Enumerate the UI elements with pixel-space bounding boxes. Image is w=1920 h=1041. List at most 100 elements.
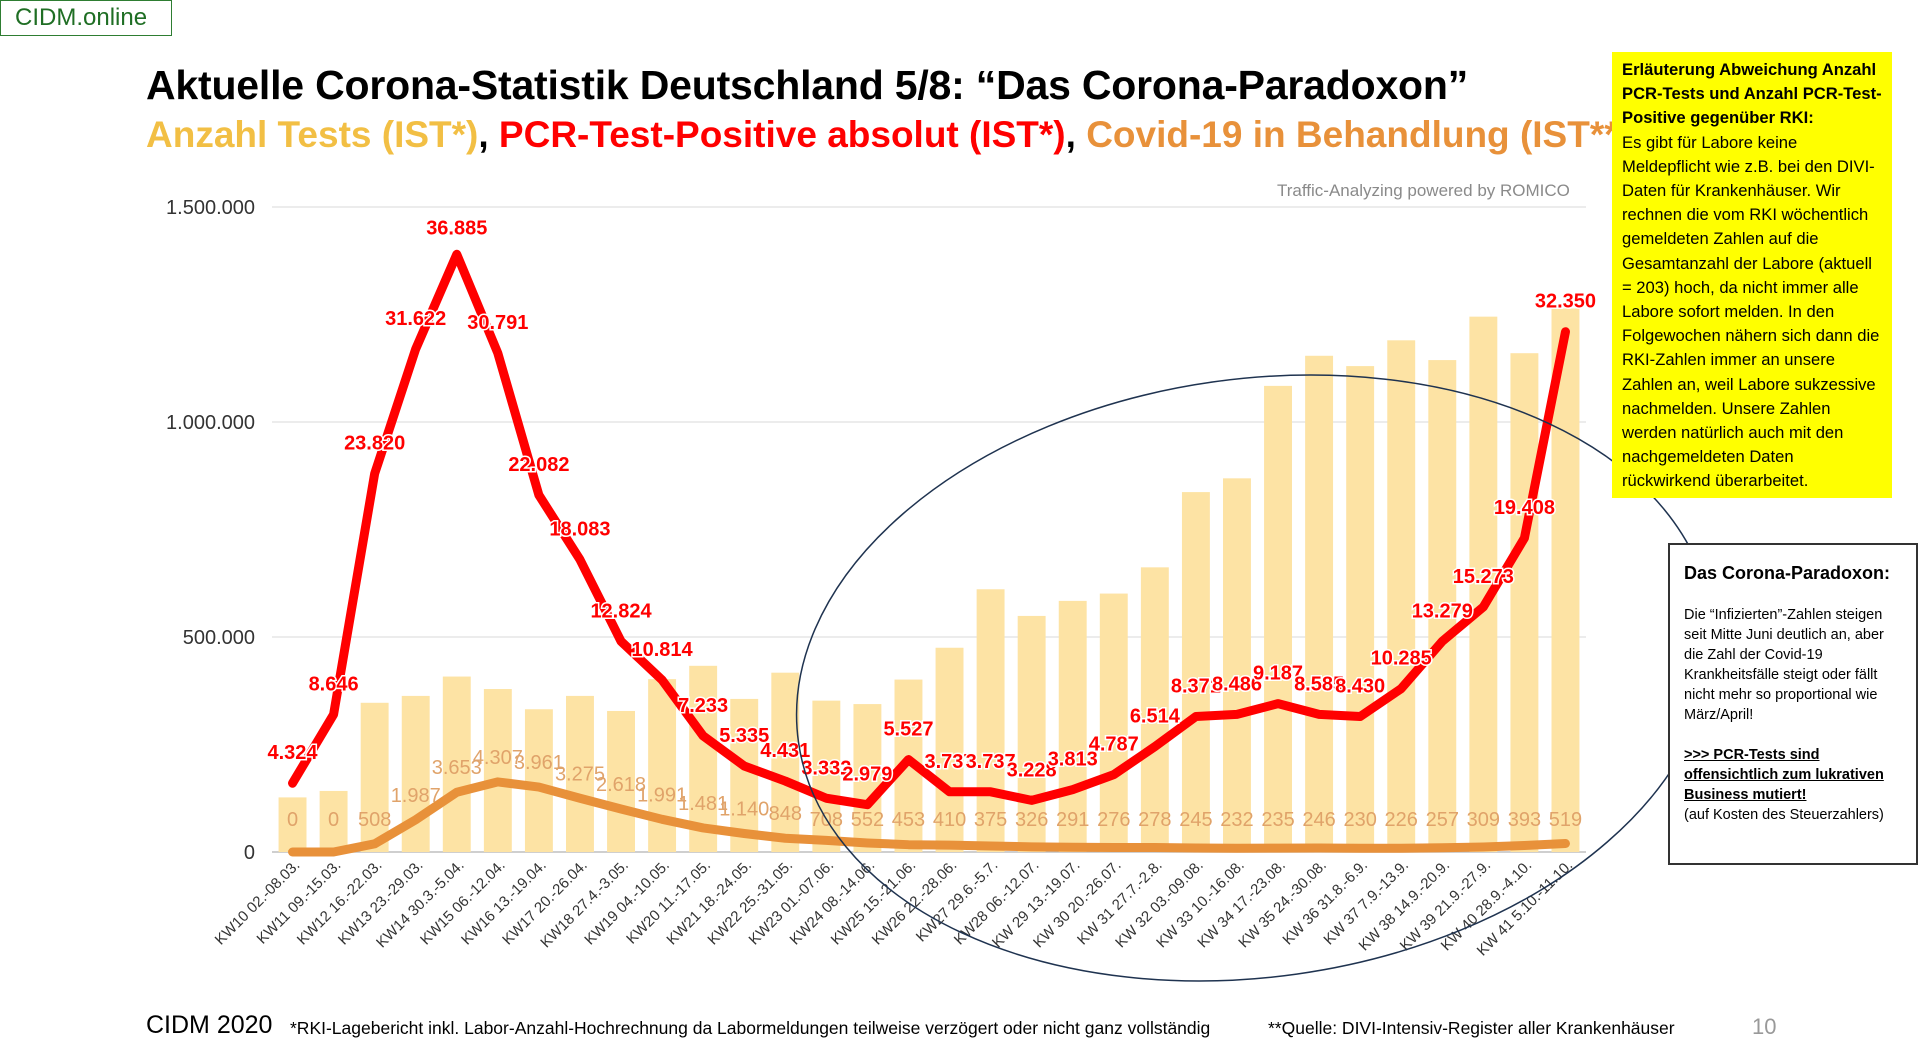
bar-tests	[607, 710, 635, 852]
data-label-positives: 8.430	[1335, 676, 1385, 698]
data-label-positives: 3.737	[925, 751, 975, 773]
data-label-positives: 3.737	[966, 751, 1016, 773]
bar-tests	[1510, 353, 1539, 852]
data-label-treatment: 246	[1302, 809, 1335, 831]
bar-tests	[1387, 340, 1416, 852]
data-label-positives: 5.527	[883, 719, 933, 741]
paradox-body: Die “Infizierten”-Zahlen steigen seit Mi…	[1684, 607, 1884, 723]
data-label-positives: 8.486	[1212, 673, 1262, 695]
data-label-positives: 3.228	[1007, 759, 1057, 781]
data-label-treatment: 3.961	[514, 752, 564, 774]
bar-tests	[1140, 567, 1169, 852]
subtitle-separator: ,	[1065, 114, 1087, 155]
page-title: Aktuelle Corona-Statistik Deutschland 5/…	[146, 62, 1469, 108]
bar-tests	[1058, 600, 1087, 852]
data-label-treatment: 3.653	[432, 757, 482, 779]
footer-copyright: CIDM 2020	[146, 1011, 273, 1039]
data-label-positives: 23.820	[344, 433, 405, 455]
subtitle-positives: PCR-Test-Positive absolut (IST*)	[498, 114, 1066, 155]
footer-note-rki: *RKI-Lagebericht inkl. Labor-Anzahl-Hoch…	[290, 1018, 1211, 1038]
data-label-treatment: 1.481	[678, 793, 728, 815]
bar-tests	[935, 647, 964, 852]
bar-tests	[648, 679, 677, 852]
data-label-treatment: 326	[1015, 809, 1048, 831]
data-label-treatment: 0	[287, 809, 298, 831]
bar-tests	[1017, 615, 1046, 852]
data-label-treatment: 453	[892, 809, 925, 831]
data-label-positives: 4.324	[268, 742, 319, 764]
bar-tests	[524, 709, 553, 852]
data-label-treatment: 848	[769, 803, 802, 825]
data-label-treatment: 410	[933, 809, 966, 831]
bar-tests	[319, 790, 348, 852]
data-label-treatment: 375	[974, 809, 1007, 831]
data-label-positives: 8.585	[1294, 673, 1344, 695]
data-label-positives: 9.187	[1253, 663, 1303, 685]
paradox-box: Das Corona-Paradoxon: Die “Infizierten”-…	[1668, 543, 1918, 865]
line-treatment	[288, 777, 1570, 857]
y-tick-label: 0	[244, 842, 255, 864]
data-label-positives: 3.813	[1048, 749, 1098, 771]
explanation-heading: Erläuterung Abweichung Anzahl PCR-Tests …	[1622, 60, 1882, 128]
data-label-treatment: 235	[1261, 809, 1294, 831]
page-subtitle: Anzahl Tests (IST*), PCR-Test-Positive a…	[146, 114, 1631, 156]
data-label-positives: 6.514	[1130, 706, 1181, 728]
data-label-positives: 8.646	[309, 673, 359, 695]
bar-tests	[566, 695, 594, 852]
data-label-positives: 3.332	[801, 757, 851, 779]
data-label-treatment: 1.991	[637, 784, 687, 806]
bar-tests	[1428, 360, 1457, 852]
bar-tests	[442, 676, 471, 852]
data-label-positives: 10.814	[632, 639, 694, 661]
explanation-box: Erläuterung Abweichung Anzahl PCR-Tests …	[1612, 52, 1892, 498]
subtitle-treatment: Covid-19 in Behandlung (IST**)	[1086, 114, 1631, 155]
data-label-treatment: 1.140	[719, 799, 769, 821]
brand-logo: CIDM.online	[0, 0, 172, 36]
traffic-note: Traffic-Analyzing powered by ROMICO	[1277, 181, 1570, 200]
y-tick-label: 500.000	[183, 627, 255, 649]
data-label-treatment: 291	[1056, 809, 1089, 831]
data-label-treatment: 232	[1220, 809, 1253, 831]
page-number: 10	[1752, 1014, 1777, 1039]
data-label-treatment: 0	[328, 809, 339, 831]
bar-tests	[853, 704, 882, 852]
bar-tests	[360, 702, 389, 852]
data-label-positives: 22.082	[508, 454, 569, 476]
bar-tests	[483, 689, 512, 852]
data-label-positives: 8.371	[1171, 676, 1221, 698]
bar-tests	[278, 797, 307, 852]
data-label-treatment: 309	[1467, 809, 1500, 831]
data-label-positives: 36.885	[426, 217, 487, 239]
data-label-treatment: 257	[1426, 809, 1459, 831]
bar-tests	[1181, 492, 1210, 852]
data-label-treatment: 4.307	[473, 747, 523, 769]
data-label-treatment: 393	[1508, 809, 1541, 831]
data-label-positives: 13.279	[1412, 600, 1473, 622]
bar-tests	[1099, 593, 1128, 852]
subtitle-separator: ,	[478, 114, 499, 155]
data-label-positives: 12.824	[590, 600, 652, 622]
bar-tests	[1223, 478, 1251, 852]
data-label-positives: 7.233	[678, 695, 728, 717]
footer-note-divi: **Quelle: DIVI-Intensiv-Register aller K…	[1268, 1018, 1675, 1038]
data-label-positives: 2.979	[842, 764, 892, 786]
data-label-positives: 32.350	[1535, 291, 1596, 313]
data-label-treatment: 552	[851, 809, 884, 831]
data-label-treatment: 278	[1138, 809, 1171, 831]
bar-tests	[1346, 366, 1375, 852]
bar-tests	[1305, 355, 1334, 852]
data-label-treatment: 230	[1343, 809, 1376, 831]
bar-tests	[730, 698, 759, 852]
data-label-positives: 31.622	[385, 308, 446, 330]
paradox-note: (auf Kosten des Steuerzahlers)	[1684, 807, 1884, 823]
line-positives	[288, 249, 1570, 810]
bar-tests	[689, 665, 718, 852]
data-label-treatment: 245	[1179, 809, 1212, 831]
data-label-positives: 5.335	[719, 725, 769, 747]
bar-tests	[812, 700, 841, 852]
data-label-treatment: 508	[358, 809, 391, 831]
bar-tests	[771, 672, 800, 852]
data-label-positives: 4.787	[1089, 734, 1139, 756]
paradox-link: >>> PCR-Tests sind offensichtlich zum lu…	[1684, 747, 1884, 803]
